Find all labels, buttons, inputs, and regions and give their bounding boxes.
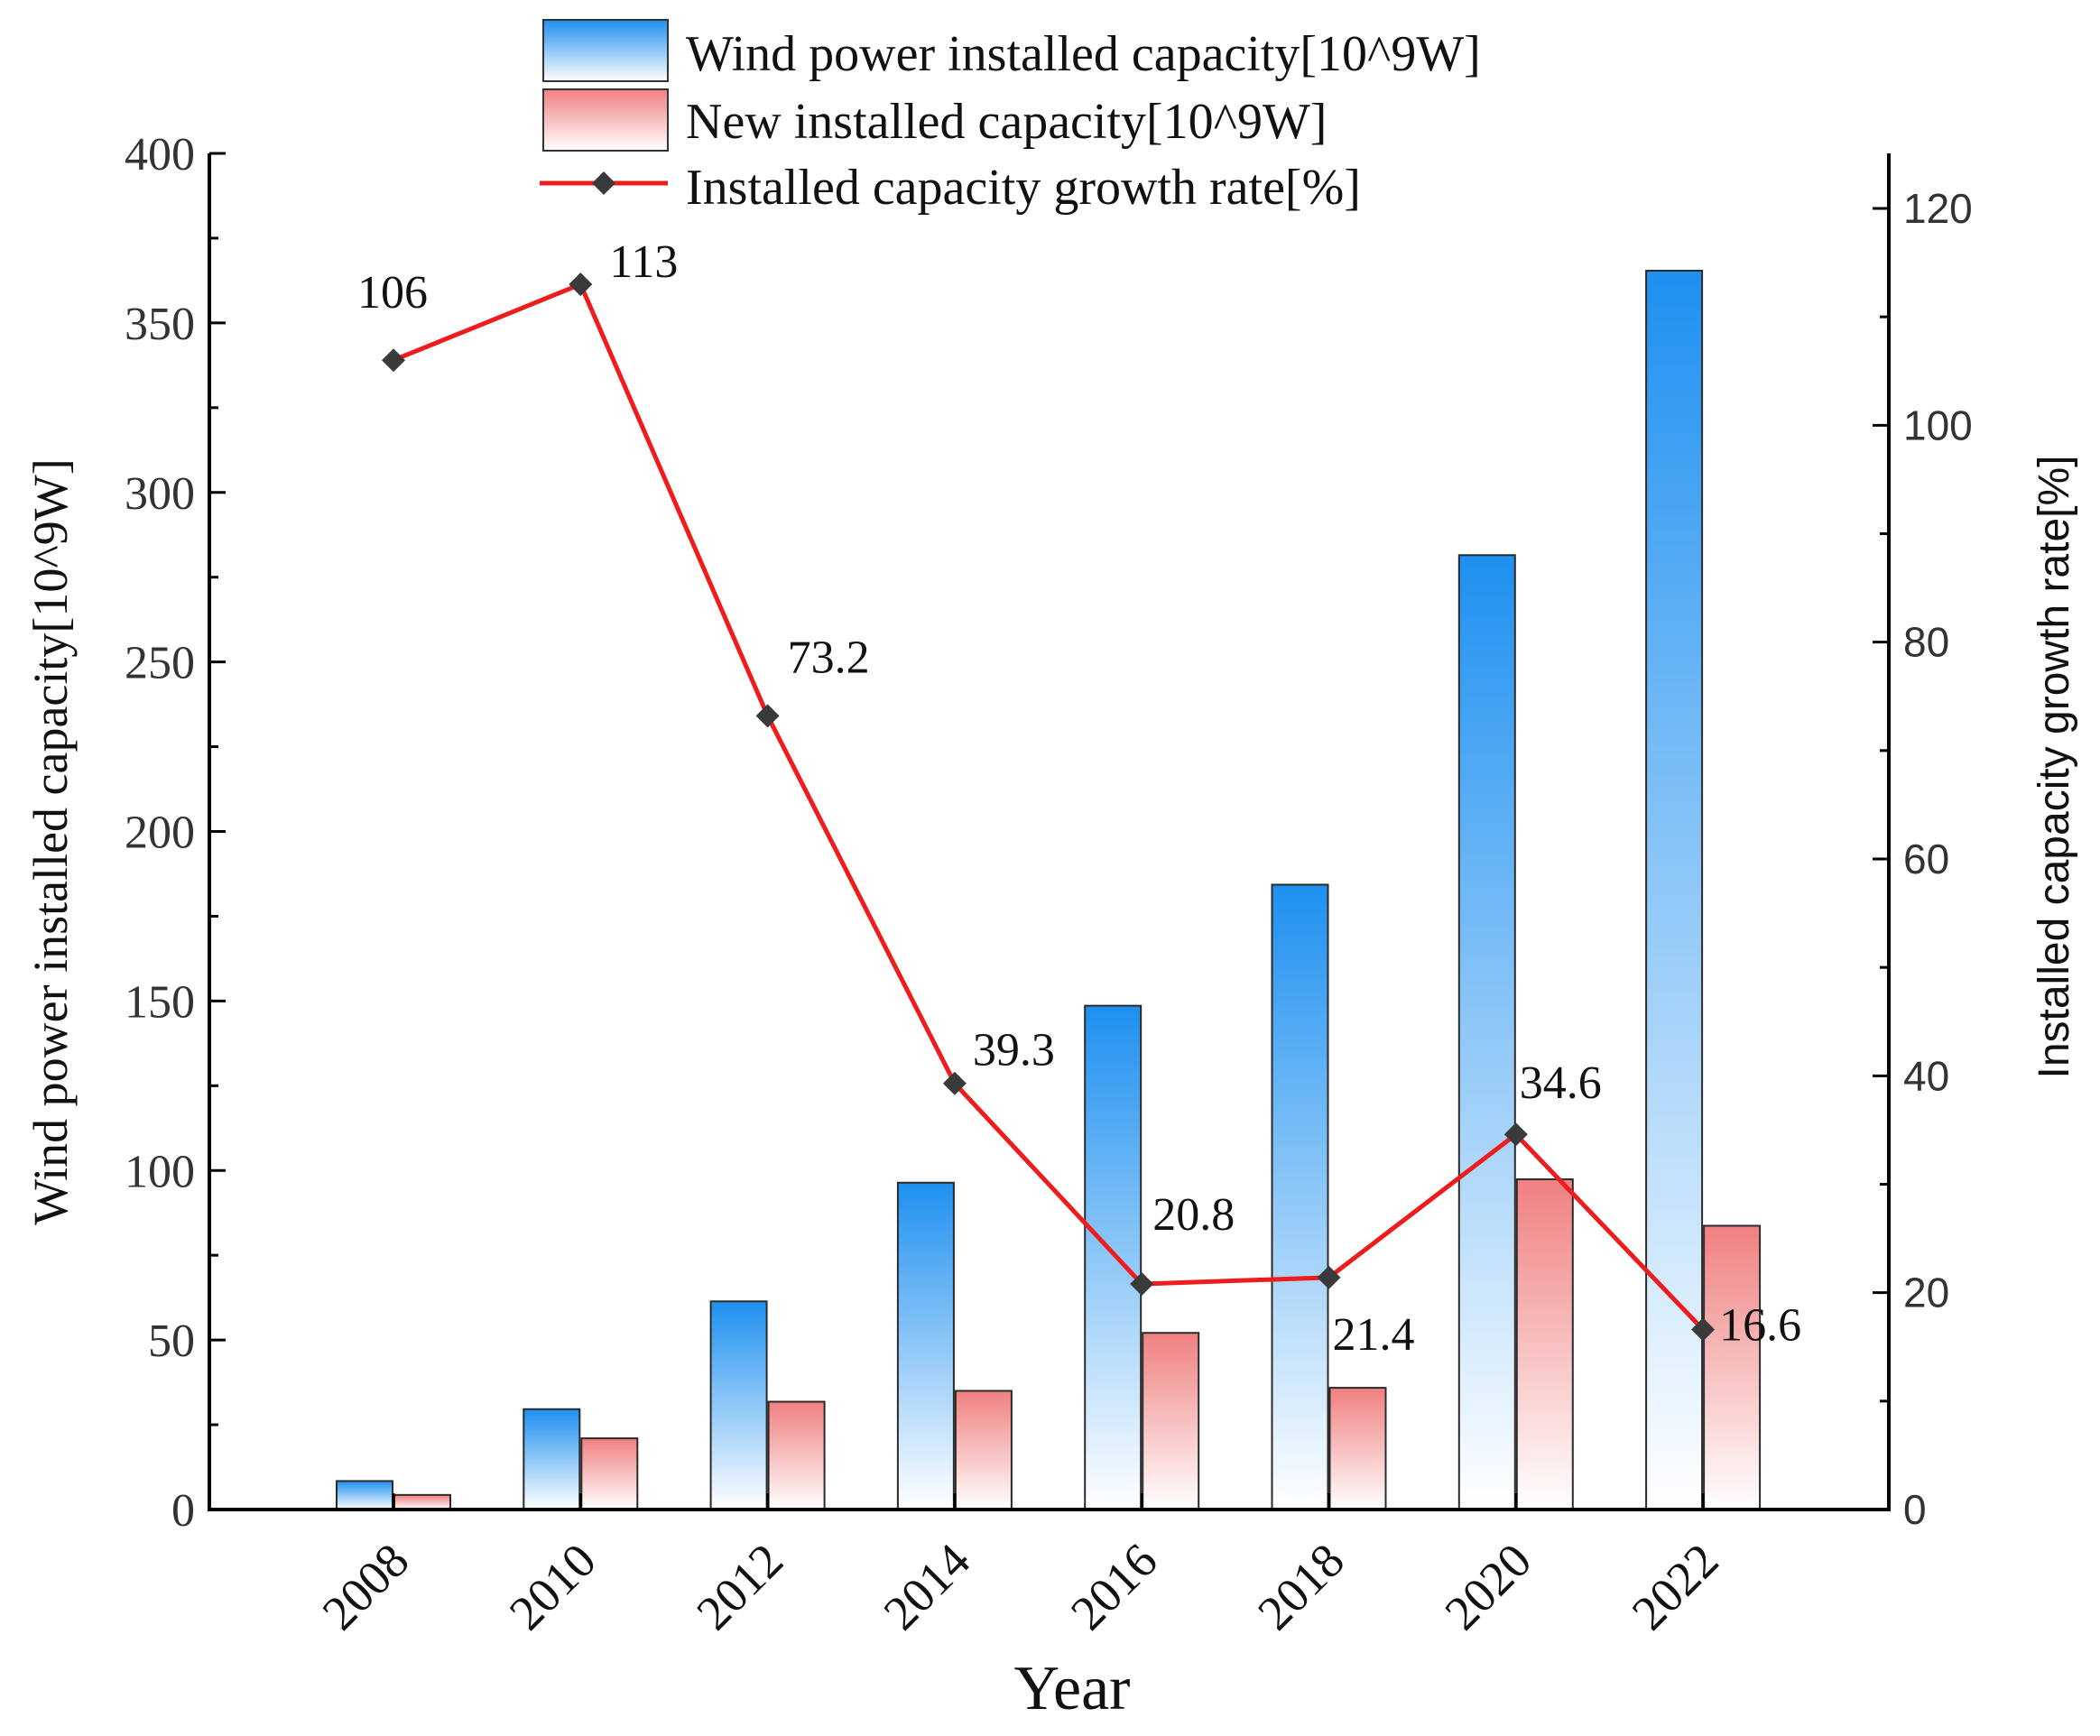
x-tick-label-2010: 2010: [499, 1533, 606, 1640]
legend-swatch-growth-rate-marker: [592, 171, 615, 195]
growth-rate-label-2014: 39.3: [973, 1025, 1055, 1076]
legend-item-installed-capacity: Wind power installed capacity[10^9W]: [542, 19, 1481, 82]
growth-rate-point-2010: [569, 272, 593, 297]
growth-rate-point-2020: [1503, 1122, 1528, 1147]
right-tick-label-20: 20: [1903, 1270, 1949, 1316]
left-tick-label-250: 250: [125, 638, 195, 689]
bar-installed-capacity-2018: [1271, 883, 1329, 1510]
bar-new-capacity-2020: [1515, 1178, 1574, 1511]
axes: [208, 153, 1891, 1511]
growth-rate-line-layer: [382, 272, 1716, 1342]
x-axis-ticks: 2008 2010 2012 2014 2016 2018 2020 2022: [312, 1493, 1729, 1640]
x-tick-label-2020: 2020: [1434, 1533, 1541, 1640]
left-tick-label-0: 0: [171, 1485, 195, 1537]
bar-new-capacity-2022: [1703, 1224, 1762, 1510]
x-tick-label-2022: 2022: [1622, 1533, 1729, 1640]
bar-installed-capacity-2014: [896, 1181, 955, 1510]
right-axis-ticks: 0 20 40 60 80 100 120: [1873, 185, 1973, 1533]
legend-label-new-capacity: New installed capacity[10^9W]: [686, 94, 1327, 150]
left-tick-label-50: 50: [148, 1316, 195, 1367]
bar-new-capacity-2012: [767, 1400, 826, 1510]
bar-installed-capacity-2016: [1084, 1004, 1143, 1510]
growth-rate-point-2016: [1130, 1272, 1154, 1297]
growth-rate-label-2012: 73.2: [788, 632, 870, 683]
growth-rate-point-2008: [382, 348, 405, 373]
bar-new-capacity-2018: [1328, 1387, 1387, 1510]
left-tick-label-300: 300: [125, 468, 195, 520]
left-tick-label-400: 400: [125, 129, 195, 180]
bar-installed-capacity-2022: [1645, 270, 1704, 1510]
bar-installed-capacity-2012: [709, 1300, 768, 1511]
growth-rate-point-2022: [1691, 1317, 1716, 1342]
bar-new-capacity-2008: [393, 1493, 451, 1511]
legend-item-new-capacity: New installed capacity[10^9W]: [542, 88, 1327, 152]
growth-rate-label-2018: 21.4: [1333, 1309, 1415, 1361]
growth-rate-line: [393, 282, 1705, 1332]
left-axis-title: Wind power installed capacity[10^9W]: [23, 458, 78, 1224]
growth-rate-point-2012: [755, 704, 780, 728]
legend-label-installed-capacity: Wind power installed capacity[10^9W]: [686, 26, 1481, 82]
legend: Wind power installed capacity[10^9W] New…: [540, 19, 1481, 216]
bar-new-capacity-2016: [1142, 1332, 1200, 1510]
left-axis-ticks: 0 50 100 150 200 250 300 350 400: [125, 129, 226, 1537]
growth-rate-label-2016: 20.8: [1152, 1189, 1235, 1241]
left-tick-label-200: 200: [125, 808, 195, 859]
left-tick-label-100: 100: [125, 1146, 195, 1197]
x-tick-label-2014: 2014: [874, 1533, 981, 1640]
growth-rate-point-2018: [1317, 1265, 1341, 1289]
right-tick-label-100: 100: [1903, 402, 1973, 448]
x-tick-label-2008: 2008: [312, 1533, 420, 1640]
bar-new-capacity-2014: [954, 1390, 1013, 1511]
right-tick-label-40: 40: [1903, 1052, 1949, 1099]
x-tick-label-2016: 2016: [1060, 1533, 1168, 1640]
x-tick-label-2012: 2012: [686, 1533, 793, 1640]
left-tick-label-350: 350: [125, 299, 195, 350]
growth-rate-label-2022: 16.6: [1719, 1300, 1801, 1352]
growth-rate-label-layer: 106 113 73.2 39.3 20.8 21.4 34.6 16.6: [357, 236, 1801, 1361]
left-tick-label-150: 150: [125, 976, 195, 1028]
right-tick-label-0: 0: [1903, 1486, 1927, 1533]
right-tick-label-80: 80: [1903, 619, 1949, 666]
growth-rate-point-2014: [942, 1071, 967, 1095]
bar-installed-capacity-2020: [1457, 554, 1516, 1510]
legend-label-growth-rate: Installed capacity growth rate[%]: [686, 160, 1361, 216]
x-tick-label-2018: 2018: [1247, 1533, 1355, 1640]
legend-swatch-new-capacity: [542, 88, 669, 152]
growth-rate-label-2010: 113: [609, 236, 678, 288]
bar-installed-capacity-2010: [523, 1408, 581, 1510]
growth-rate-label-2008: 106: [357, 267, 428, 319]
legend-item-growth-rate: Installed capacity growth rate[%]: [540, 160, 1361, 216]
growth-rate-label-2020: 34.6: [1520, 1057, 1602, 1109]
bar-layer: [336, 270, 1762, 1511]
right-tick-label-120: 120: [1903, 185, 1973, 232]
bar-installed-capacity-2008: [336, 1480, 393, 1511]
right-axis-title: Installed capacity growth rate[%]: [2031, 455, 2078, 1078]
right-tick-label-60: 60: [1903, 836, 1949, 882]
x-axis-title: Year: [1014, 1654, 1131, 1723]
legend-swatch-installed-capacity: [542, 19, 669, 82]
bar-new-capacity-2010: [580, 1437, 639, 1511]
